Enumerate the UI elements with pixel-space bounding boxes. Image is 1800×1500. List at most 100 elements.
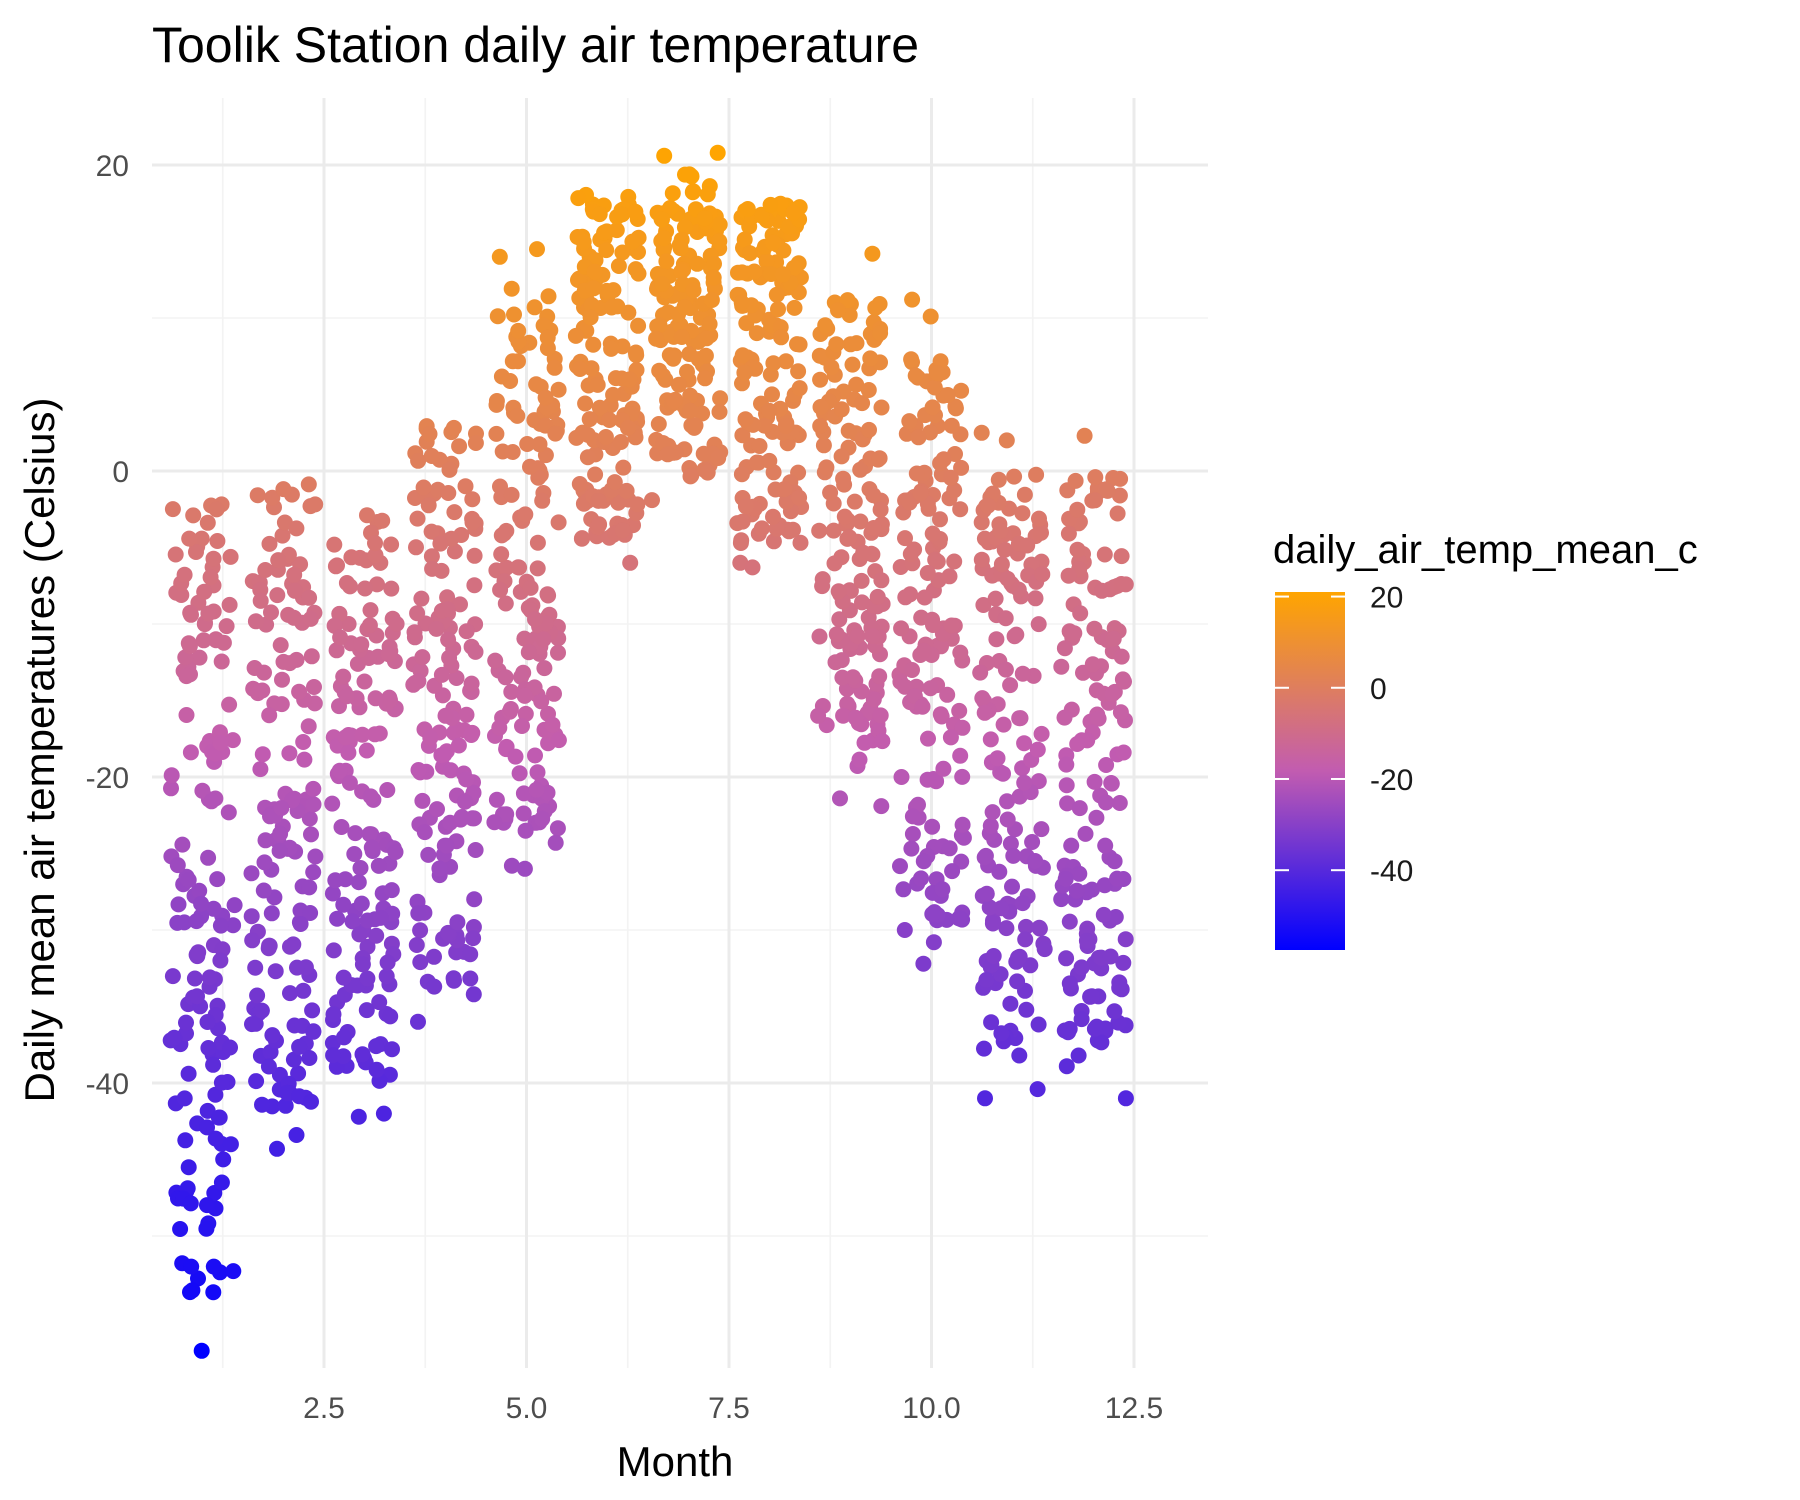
data-point bbox=[343, 549, 360, 566]
data-point bbox=[344, 913, 361, 930]
data-point bbox=[170, 896, 187, 913]
data-point bbox=[682, 468, 699, 485]
data-point bbox=[577, 395, 594, 412]
y-tick-label: 0 bbox=[112, 456, 129, 489]
data-point bbox=[997, 661, 1014, 678]
data-point bbox=[695, 445, 712, 462]
data-point bbox=[301, 589, 318, 606]
data-point bbox=[861, 421, 877, 438]
data-point bbox=[828, 626, 845, 643]
data-point bbox=[504, 353, 521, 370]
data-point bbox=[550, 644, 566, 661]
data-point bbox=[603, 340, 620, 357]
data-point bbox=[995, 716, 1012, 733]
data-point bbox=[507, 748, 524, 765]
data-point bbox=[467, 435, 484, 451]
data-point bbox=[1056, 1022, 1073, 1039]
data-point bbox=[451, 438, 468, 455]
data-point bbox=[254, 682, 271, 699]
data-point bbox=[1057, 871, 1074, 887]
data-point bbox=[1067, 472, 1084, 489]
data-point bbox=[522, 579, 539, 596]
data-point bbox=[811, 522, 828, 539]
data-point bbox=[627, 203, 644, 220]
data-point bbox=[1087, 492, 1103, 509]
data-point bbox=[272, 637, 289, 654]
data-point bbox=[325, 1006, 342, 1023]
data-point bbox=[288, 520, 305, 537]
data-point bbox=[441, 649, 458, 666]
data-point bbox=[1095, 906, 1112, 923]
data-point bbox=[440, 924, 457, 941]
data-point bbox=[285, 609, 302, 626]
data-point bbox=[920, 730, 936, 747]
data-point bbox=[1034, 566, 1051, 583]
data-point bbox=[697, 347, 714, 364]
data-point bbox=[823, 359, 840, 376]
data-point bbox=[277, 1097, 294, 1114]
data-point bbox=[488, 425, 505, 442]
data-point bbox=[286, 582, 303, 599]
data-point bbox=[1103, 775, 1120, 791]
data-point bbox=[934, 881, 951, 898]
data-point bbox=[913, 870, 929, 887]
data-point bbox=[304, 1002, 321, 1019]
data-point bbox=[213, 1074, 230, 1091]
data-point bbox=[1096, 546, 1113, 563]
data-point bbox=[288, 1127, 305, 1143]
data-point bbox=[491, 248, 508, 265]
data-point bbox=[972, 664, 989, 681]
data-point bbox=[281, 745, 298, 762]
data-point bbox=[1090, 710, 1107, 727]
data-point bbox=[810, 707, 827, 724]
data-point bbox=[370, 857, 387, 874]
data-point bbox=[191, 882, 208, 899]
data-point bbox=[664, 185, 681, 202]
data-point bbox=[529, 764, 546, 781]
data-point bbox=[765, 234, 782, 251]
data-point bbox=[831, 611, 848, 628]
data-point bbox=[1058, 756, 1075, 773]
data-point bbox=[200, 605, 217, 622]
data-point bbox=[915, 853, 932, 870]
data-point bbox=[295, 982, 312, 999]
data-point bbox=[335, 969, 352, 986]
data-point bbox=[510, 322, 527, 339]
data-point bbox=[1117, 1090, 1134, 1107]
data-point bbox=[1060, 525, 1077, 542]
data-point bbox=[303, 648, 320, 665]
data-point bbox=[733, 532, 750, 549]
data-point bbox=[744, 559, 761, 576]
data-point bbox=[679, 363, 695, 380]
data-point bbox=[515, 785, 532, 802]
data-point bbox=[991, 863, 1008, 880]
data-point bbox=[350, 1108, 367, 1125]
data-point bbox=[977, 1090, 993, 1107]
data-point bbox=[357, 580, 373, 597]
data-point bbox=[424, 560, 441, 577]
data-point bbox=[651, 362, 668, 379]
data-point bbox=[1112, 704, 1129, 721]
data-point bbox=[202, 569, 219, 586]
data-point bbox=[896, 922, 913, 938]
data-point bbox=[199, 1119, 215, 1136]
data-point bbox=[180, 872, 197, 888]
data-point bbox=[453, 809, 470, 825]
data-point bbox=[509, 407, 526, 424]
data-point bbox=[942, 469, 959, 486]
data-point bbox=[353, 895, 370, 912]
data-point bbox=[1117, 931, 1134, 948]
data-point bbox=[666, 392, 683, 409]
data-point bbox=[976, 704, 993, 721]
data-point bbox=[421, 426, 438, 442]
data-point bbox=[988, 631, 1005, 648]
data-point bbox=[301, 810, 318, 827]
y-tick-label: -40 bbox=[86, 1068, 129, 1101]
data-point bbox=[289, 959, 305, 976]
data-point bbox=[597, 429, 614, 445]
data-point bbox=[952, 501, 969, 518]
data-point bbox=[222, 1136, 239, 1153]
data-point bbox=[785, 204, 802, 221]
data-point bbox=[758, 253, 775, 270]
data-point bbox=[570, 190, 587, 207]
